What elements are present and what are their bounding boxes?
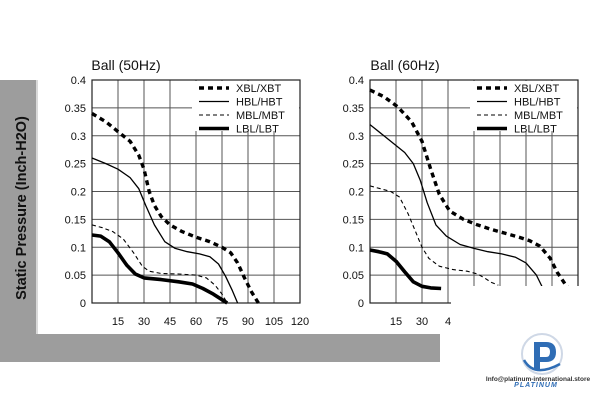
series-line-mbl-mbt: [369, 185, 499, 286]
legend-label: LBL/LBT: [514, 124, 557, 136]
legend-label: HBL/HBT: [514, 97, 561, 109]
plot-border: [91, 79, 301, 304]
occluder: [451, 286, 600, 336]
watermark-brand: PLATINUM: [514, 382, 558, 389]
x-tick-label: 30: [416, 316, 428, 328]
x-tick-label: 30: [138, 316, 150, 328]
y-tick-label: 0.2: [71, 187, 86, 199]
x-tick-label: 90: [242, 316, 254, 328]
y-tick-label: 0.25: [343, 159, 364, 171]
series-line-xbl-xbt: [91, 112, 260, 304]
y-tick-label: 0.05: [65, 270, 86, 282]
y-axis-title: Static Pressure (Inch-H2O): [14, 116, 30, 300]
y-tick-label: 0.15: [65, 214, 86, 226]
y-tick-label: 0.35: [343, 103, 364, 115]
platinum-logo-icon: [521, 333, 563, 375]
y-tick-label: 0: [358, 298, 364, 310]
y-tick-label: 0.25: [65, 159, 86, 171]
x-tick-label: 15: [390, 316, 402, 328]
x-tick-label: 120: [291, 316, 309, 328]
series-line-xbl-xbt: [369, 88, 575, 295]
watermark-url: Info@platinum-international.store: [485, 376, 591, 383]
x-tick-label: 75: [216, 316, 228, 328]
legend-label: LBL/LBT: [236, 124, 279, 136]
legend-label: MBL/MBT: [514, 110, 563, 122]
y-tick-label: 0.15: [343, 214, 364, 226]
frame-inner-edge: [36, 80, 38, 334]
chart-50hz: 0 0.05 0.1 0.15 0.2 0.25 0.3 0.35 0.4 15 30 45 60 75 9…: [65, 75, 310, 328]
y-tick-label: 0.4: [71, 75, 86, 87]
legend-label: HBL/HBT: [236, 97, 283, 109]
y-tick-label: 0: [80, 298, 86, 310]
y-tick-label: 0.4: [349, 75, 364, 87]
x-tick-label: 15: [112, 316, 124, 328]
legend-label: XBL/XBT: [236, 83, 282, 95]
frame-left-bar: [0, 80, 36, 362]
legend-label: XBL/XBT: [514, 83, 560, 95]
x-tick-label: 45: [164, 316, 176, 328]
y-tick-label: 0.2: [349, 187, 364, 199]
y-tick-label: 0.35: [65, 103, 86, 115]
series-line-mbl-mbt: [91, 224, 228, 304]
series-line-hbl-hbt: [369, 124, 550, 298]
x-tick-label: 105: [265, 316, 283, 328]
series-line-hbl-hbt: [91, 157, 239, 304]
y-tick-label: 0.1: [349, 242, 364, 254]
legend-label: MBL/MBT: [236, 110, 285, 122]
x-tick-label: 60: [190, 316, 202, 328]
y-tick-label: 0.3: [349, 131, 364, 143]
series-line-lbl-lbt: [91, 233, 229, 305]
x-tick-label: 4: [445, 316, 451, 328]
frame-bottom-bar: [0, 334, 440, 362]
chart-title-60hz: Ball (60Hz): [370, 57, 439, 73]
y-tick-label: 0.3: [71, 131, 86, 143]
chart-title-50hz: Ball (50Hz): [91, 57, 160, 73]
y-tick-label: 0.1: [71, 242, 86, 254]
y-tick-label: 0.05: [343, 270, 364, 282]
series-line-lbl-lbt: [369, 248, 442, 291]
